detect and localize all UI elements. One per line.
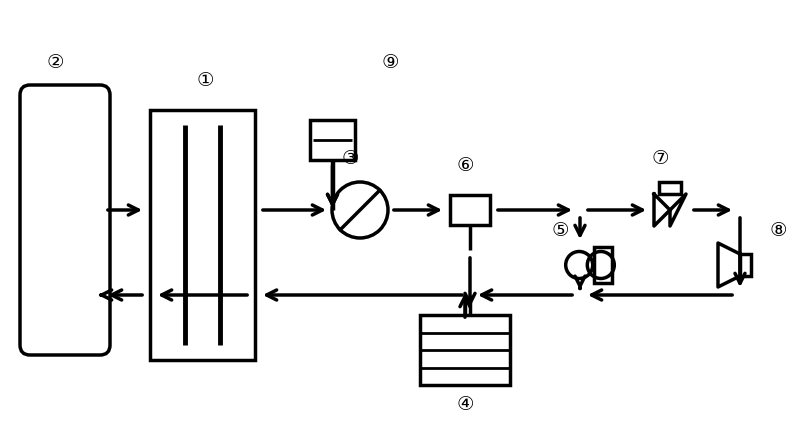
- Polygon shape: [740, 254, 751, 276]
- Text: ⑥: ⑥: [456, 156, 474, 175]
- Text: ⑦: ⑦: [651, 149, 669, 168]
- Text: ①: ①: [196, 71, 214, 90]
- Text: ⑤: ⑤: [551, 221, 569, 240]
- Text: ⑧: ⑧: [770, 221, 787, 240]
- Polygon shape: [718, 243, 740, 287]
- Text: ②: ②: [46, 53, 64, 72]
- Text: ④: ④: [456, 395, 474, 414]
- Text: ③: ③: [342, 149, 358, 168]
- Text: ⑨: ⑨: [382, 53, 398, 72]
